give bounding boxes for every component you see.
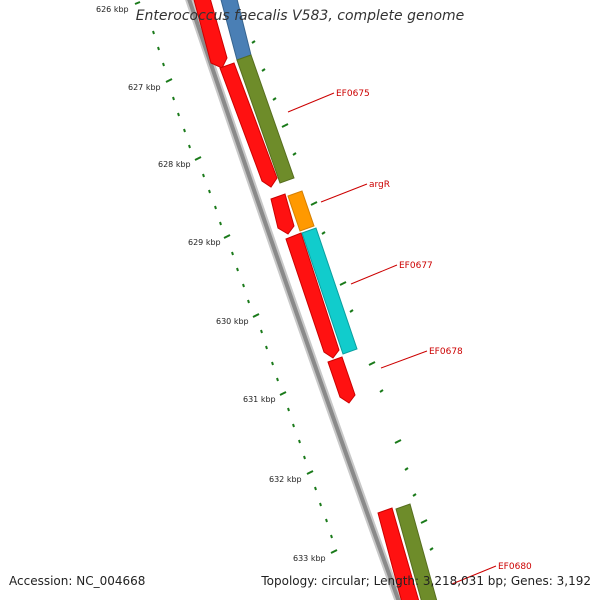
scale-dot (214, 205, 217, 210)
gene-label-ef0675[interactable]: EF0675 (336, 89, 370, 99)
scale-dot (251, 40, 256, 44)
scale-label: 631 kbp (243, 395, 276, 404)
scale-dot (177, 112, 180, 117)
scale-label: 628 kbp (158, 160, 191, 169)
genome-title: Enterococcus faecalis V583, complete gen… (135, 8, 465, 24)
scale-dot (183, 128, 186, 133)
gene-label-ef0680[interactable]: EF0680 (498, 562, 532, 572)
scale-dot (162, 62, 165, 67)
scale-dot (292, 152, 297, 156)
scale-tick (330, 549, 338, 554)
scale-tick (279, 391, 287, 396)
scale-dot (287, 407, 290, 412)
scale-dot (298, 439, 301, 444)
gene-feature-cyan[interactable] (301, 227, 358, 355)
scale-tick (281, 123, 289, 128)
scale-tick (223, 234, 231, 239)
scale-tick (420, 519, 428, 524)
scale-tick (134, 1, 141, 5)
scale-dot (172, 96, 175, 101)
scale-tick (368, 361, 376, 366)
scale-dot (412, 493, 417, 497)
scale-label: 632 kbp (269, 475, 302, 484)
gene-feature-cds[interactable] (377, 507, 420, 600)
scale-dot (219, 221, 222, 226)
scale-label: 633 kbp (293, 554, 326, 563)
scale-label: 626 kbp (96, 5, 129, 14)
scale-tick (165, 78, 173, 83)
gene-feature-cds[interactable] (193, 0, 228, 69)
gene-label-ef0677[interactable]: EF0677 (399, 261, 433, 271)
cds-track-inner (193, 0, 420, 600)
scale-dot (152, 30, 155, 35)
gene-feature-cds[interactable] (285, 232, 340, 359)
gene-feature-olive[interactable] (395, 503, 438, 600)
scale-tick (394, 439, 402, 444)
scale-dot (202, 173, 205, 178)
scale-tick (194, 156, 202, 161)
scale-dot (404, 467, 409, 471)
scale-dot (349, 309, 354, 313)
leader-line (287, 92, 335, 113)
accession-label: Accession: NC_004668 (9, 574, 146, 588)
scale-dot (242, 283, 245, 288)
scale-dot (247, 299, 250, 304)
scale-dot (321, 231, 326, 235)
scale-dot (261, 68, 266, 72)
leader-line (451, 565, 497, 585)
gene-feature-orange[interactable] (287, 190, 315, 232)
gene-feature-cds[interactable] (270, 193, 295, 235)
scale-dot (265, 345, 268, 350)
scale-dot (271, 361, 274, 366)
gene-label-leaders (287, 92, 497, 585)
scale-label: 630 kbp (216, 317, 249, 326)
scale-dot (319, 502, 322, 507)
leader-line (350, 264, 398, 285)
scale-track-inner (134, 1, 338, 554)
gene-feature-cds[interactable] (219, 62, 278, 188)
scale-dot (157, 46, 160, 51)
scale-dot (303, 455, 306, 460)
scale-dot (325, 518, 328, 523)
scale-dot (272, 97, 277, 101)
leader-line (320, 183, 368, 203)
backbone (185, 0, 403, 600)
scale-dot (236, 267, 239, 272)
gene-track-outer (220, 0, 438, 600)
scale-dot (379, 389, 384, 393)
scale-label: 627 kbp (128, 83, 161, 92)
scale-track-outer (251, 40, 434, 551)
gene-feature-olive[interactable] (236, 54, 295, 184)
leader-line (380, 350, 428, 369)
gene-label-ef0678[interactable]: EF0678 (429, 347, 463, 357)
backbone-line (187, 0, 401, 600)
gene-labels: EF0675 argR EF0677 EF0678 EF0680 (336, 89, 532, 572)
scale-dot (429, 547, 434, 551)
scale-dot (330, 534, 333, 539)
scale-dot (188, 144, 191, 149)
genome-summary: Topology: circular; Length: 3,218,031 bp… (261, 574, 591, 588)
scale-tick (339, 281, 347, 286)
scale-tick (252, 313, 260, 318)
scale-dot (208, 189, 211, 194)
scale-tick (310, 201, 318, 206)
scale-dot (292, 423, 295, 428)
scale-dot (276, 377, 279, 382)
scale-labels: 626 kbp 627 kbp 628 kbp 629 kbp 630 kbp … (96, 5, 326, 563)
scale-tick (306, 470, 314, 475)
gene-feature-cds[interactable] (327, 356, 356, 404)
gene-label-argr[interactable]: argR (369, 180, 390, 190)
scale-dot (260, 329, 263, 334)
scale-label: 629 kbp (188, 238, 221, 247)
scale-dot (231, 251, 234, 256)
scale-dot (314, 486, 317, 491)
